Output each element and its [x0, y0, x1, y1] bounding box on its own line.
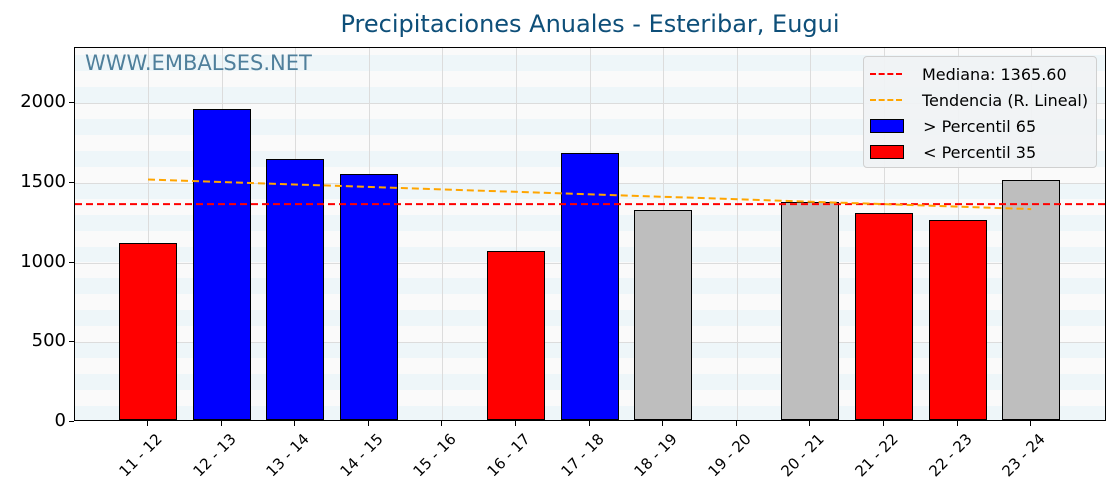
bar-20-21: [781, 201, 840, 420]
x-tick-mark: [735, 421, 737, 426]
x-tick-label: 14 - 15: [336, 430, 387, 481]
x-tick-mark: [956, 421, 958, 426]
bar-16-17: [487, 250, 545, 420]
x-tick-label: 15 - 16: [409, 430, 461, 481]
legend-label-median: Mediana: 1365.60: [922, 64, 1067, 84]
x-tick-mark: [588, 421, 590, 426]
chart-title: Precipitaciones Anuales - Esteribar, Eug…: [340, 10, 840, 38]
line-overlay: [75, 178, 1105, 211]
median-line-icon: [870, 73, 902, 75]
x-tick-label: 19 - 20: [704, 430, 755, 481]
y-tick-mark: [69, 102, 74, 103]
bar-23-24: [1002, 179, 1061, 420]
x-tick-mark: [515, 421, 516, 426]
red-patch-icon: [870, 145, 904, 159]
y-tick-label: 1000: [20, 250, 66, 272]
x-tick-label: 13 - 14: [262, 430, 313, 481]
y-tick-label: 500: [31, 330, 66, 352]
bar-21-22: [855, 212, 913, 420]
x-tick-label: 21 - 22: [851, 430, 902, 481]
bar-14-15: [339, 174, 398, 420]
legend-item-median: Mediana: 1365.60: [870, 63, 1067, 85]
bar-22-23: [928, 220, 987, 420]
horizontal-grid-line: [75, 103, 1105, 104]
legend-item-trend: Tendencia (R. Lineal): [870, 89, 1088, 111]
bar-11-12: [119, 242, 177, 420]
x-tick-mark: [662, 421, 664, 426]
legend-label-below: < Percentil 35: [918, 142, 1037, 162]
y-tick-label: 2000: [20, 91, 66, 112]
x-tick-label: 12 - 13: [189, 430, 240, 481]
vertical-grid-line: [148, 48, 149, 420]
legend-label-above: > Percentil 65: [918, 116, 1037, 136]
x-tick-mark: [1030, 421, 1032, 426]
y-tick-mark: [69, 181, 74, 183]
x-tick-mark: [294, 421, 296, 426]
x-tick-mark: [147, 421, 148, 426]
blue-patch-icon: [870, 119, 904, 133]
y-tick-mark: [69, 341, 74, 343]
trend-line: [147, 178, 1032, 211]
x-tick-mark: [220, 421, 222, 426]
bar-17-18: [560, 153, 619, 420]
x-tick-label: 23 - 24: [998, 430, 1049, 481]
bar-13-14: [266, 159, 325, 420]
x-tick-mark: [809, 421, 811, 426]
y-tick-label: 1500: [20, 170, 66, 192]
x-tick-mark: [367, 421, 369, 426]
trend-line-icon: [870, 99, 902, 101]
vertical-grid-line: [516, 48, 517, 420]
x-tick-label: 17 - 18: [557, 430, 608, 481]
bar-18-19: [634, 209, 693, 420]
x-tick-label: 16 - 17: [483, 430, 534, 481]
vertical-grid-line: [736, 48, 738, 420]
legend-item-above: > Percentil 65: [870, 115, 1036, 137]
watermark: WWW.EMBALSES.NET: [85, 51, 312, 75]
x-tick-label: 22 - 23: [925, 430, 976, 481]
bar-12-13: [192, 108, 251, 420]
legend: Mediana: 1365.60 Tendencia (R. Lineal) >…: [863, 56, 1097, 168]
y-tick-label: 0: [54, 410, 66, 431]
vertical-grid-line: [442, 48, 444, 420]
x-tick-label: 18 - 19: [630, 430, 681, 481]
legend-item-below: < Percentil 35: [870, 141, 1036, 163]
x-tick-mark: [441, 421, 443, 426]
y-tick-mark: [69, 421, 74, 422]
x-tick-label: 20 - 21: [777, 430, 829, 481]
x-tick-mark: [883, 421, 884, 426]
legend-label-trend: Tendencia (R. Lineal): [922, 90, 1089, 110]
y-tick-mark: [69, 261, 74, 263]
x-tick-label: 11 - 12: [115, 430, 166, 481]
plot-area: WWW.EMBALSES.NET Mediana: 1365.60 Tenden…: [74, 47, 1106, 421]
